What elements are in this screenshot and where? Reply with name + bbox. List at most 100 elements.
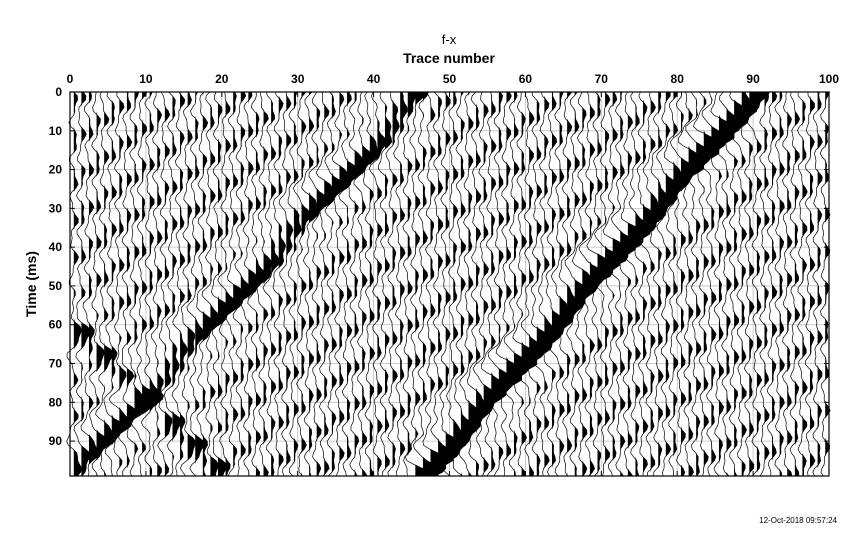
trace-line (650, 91, 672, 477)
trace-line (602, 91, 629, 477)
trace-fill (278, 92, 286, 476)
trace-line (458, 91, 481, 477)
trace-line (740, 91, 763, 477)
trace-fill (794, 92, 800, 476)
x-tick-label: 20 (215, 72, 229, 86)
trace-line (130, 91, 158, 477)
trace-line (663, 91, 688, 477)
y-ticks: 0 10 20 30 40 50 60 70 80 90 (49, 85, 829, 448)
x-tick-label: 0 (67, 72, 74, 86)
x-tick-label: 100 (819, 72, 839, 86)
trace-fill (529, 92, 545, 476)
trace-line (308, 91, 330, 477)
trace-line (633, 91, 658, 477)
trace-fill (81, 92, 91, 476)
trace-line (278, 91, 294, 477)
trace-line (436, 91, 461, 477)
trace-line (797, 91, 808, 477)
trace-fill (225, 92, 239, 476)
x-tick-label: 80 (671, 72, 685, 86)
trace-fill (582, 92, 598, 476)
trace-fill (96, 92, 108, 476)
trace-fill (620, 92, 636, 476)
trace-line (393, 91, 408, 477)
trace-line (571, 91, 598, 477)
trace-fill (726, 92, 742, 476)
trace-fill (384, 92, 392, 476)
trace-line (804, 91, 816, 477)
trace-line (217, 91, 239, 477)
trace-fill (293, 92, 302, 476)
trace-line (180, 91, 196, 477)
trace-line (517, 91, 545, 477)
trace-line (586, 91, 614, 477)
x-tick-label: 90 (746, 72, 760, 86)
trace-line (774, 91, 785, 477)
trace-fill (392, 92, 400, 476)
trace-fill (255, 92, 268, 476)
trace-line (512, 92, 538, 477)
x-ticks: 0 10 20 30 40 50 60 70 80 90 100 (67, 72, 839, 476)
trace-line (564, 91, 588, 477)
trace-line (196, 91, 213, 477)
trace-line (377, 91, 393, 477)
trace-line (140, 91, 164, 477)
trace-fill (126, 92, 137, 476)
trace-line (315, 91, 336, 477)
trace-line (487, 91, 515, 477)
trace-fill (195, 92, 206, 476)
trace-fill (240, 92, 254, 476)
chart-title: f-x (442, 32, 457, 47)
trace-line (724, 91, 750, 477)
trace-line (532, 91, 560, 477)
trace-line (789, 91, 801, 477)
trace-line (495, 91, 522, 477)
y-tick-label: 30 (49, 201, 63, 215)
trace-fill (521, 92, 537, 476)
trace-line (709, 91, 735, 477)
trace-fill (309, 92, 318, 476)
trace-fill (339, 92, 351, 476)
trace-line (404, 91, 431, 477)
trace-line (503, 91, 530, 477)
y-tick-label: 90 (49, 434, 63, 448)
y-tick-label: 60 (49, 318, 63, 332)
trace-line (368, 91, 388, 477)
trace-line (412, 91, 439, 476)
y-tick-label: 70 (49, 357, 63, 371)
trace-line (348, 91, 367, 477)
trace-fill (673, 92, 688, 476)
trace-fill (597, 92, 613, 476)
x-tick-label: 70 (595, 72, 609, 86)
trace-fill (681, 92, 697, 476)
trace-fill (764, 92, 770, 476)
trace-line (331, 91, 352, 477)
trace-line (467, 91, 491, 477)
trace-line (677, 91, 705, 477)
trace-fill (301, 92, 312, 476)
trace-fill (157, 92, 164, 476)
trace-line (108, 91, 132, 477)
trace-line (287, 91, 302, 477)
trace-line (639, 91, 666, 477)
y-axis-label: Time (ms) (23, 251, 39, 317)
trace-line (80, 91, 100, 477)
trace-fill (149, 92, 164, 476)
trace-fill (377, 92, 387, 476)
trace-line (73, 91, 92, 477)
trace-fill (164, 92, 172, 476)
trace-line (766, 91, 778, 477)
y-tick-label: 10 (49, 124, 63, 138)
trace-line (353, 91, 375, 477)
trace-line (759, 91, 770, 477)
trace-line (430, 91, 454, 477)
trace-fill (468, 92, 481, 476)
trace-fill (438, 92, 454, 476)
trace-fill (111, 92, 125, 476)
trace-fill (233, 92, 244, 476)
trace-line (232, 91, 255, 477)
trace-fill (347, 92, 360, 476)
trace-fill (483, 92, 498, 476)
y-tick-label: 80 (49, 395, 63, 409)
